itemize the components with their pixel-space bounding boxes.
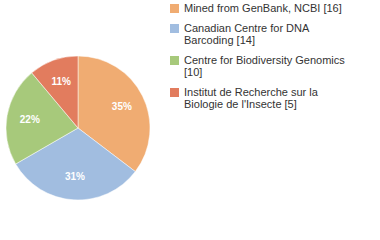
legend-label: Canadian Centre for DNA Barcoding [14] [184, 22, 312, 46]
slices [6, 56, 150, 200]
legend-swatch [170, 24, 179, 33]
legend-item: Institut de Recherche sur la Biologie de… [170, 86, 321, 110]
chart-svg: 35% 31% 22% 11% Mined from GenBank, NCBI [16… [0, 0, 380, 240]
legend-item: Canadian Centre for DNA Barcoding [14] [170, 22, 312, 46]
legend-item: Mined from GenBank, NCBI [16] [170, 2, 342, 14]
data-label: 22% [20, 114, 40, 125]
data-labels: 35% 31% 22% 11% [20, 76, 132, 182]
plot-area [6, 56, 150, 200]
legend-item: Centre for Biodiversity Genomics [10] [170, 54, 348, 78]
legend: Mined from GenBank, NCBI [16] Canadian Ce… [170, 2, 348, 110]
legend-swatch [170, 4, 179, 13]
data-label: 35% [112, 101, 132, 112]
legend-swatch [170, 88, 179, 97]
chart-container: 35% 31% 22% 11% Mined from GenBank, NCBI [16… [0, 0, 380, 240]
legend-label: Centre for Biodiversity Genomics [10] [184, 54, 348, 78]
data-label: 31% [65, 171, 85, 182]
data-label: 11% [52, 76, 72, 87]
legend-swatch [170, 56, 179, 65]
legend-label: Mined from GenBank, NCBI [16] [184, 2, 342, 14]
pie-slice [6, 73, 78, 164]
legend-label: Institut de Recherche sur la Biologie de… [184, 86, 321, 110]
